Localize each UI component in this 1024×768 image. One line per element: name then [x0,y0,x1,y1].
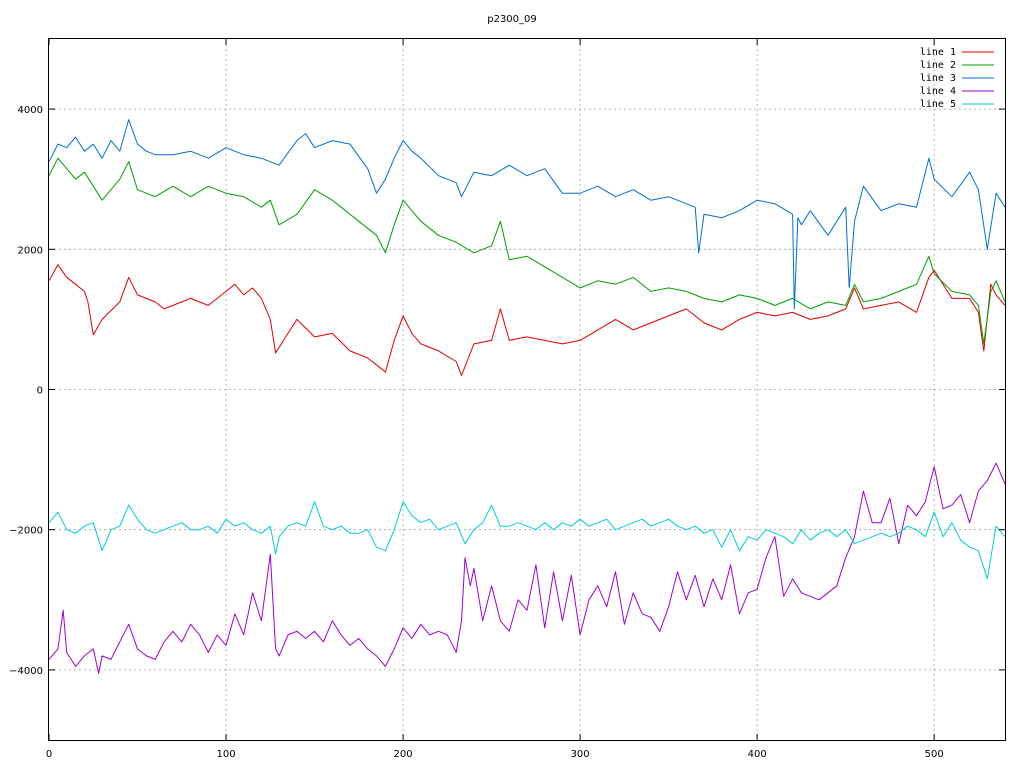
legend-label: line 4 [920,86,956,97]
series-line-1 [48,264,1006,376]
legend: line 1 line 2 line 3 line 4 line 5 [920,47,994,110]
series-line-5 [48,501,1006,580]
series-line-4 [48,462,1006,674]
x-tick-label: 100 [216,749,235,760]
legend-label: line 1 [920,47,956,58]
series-line-3 [48,119,1006,310]
series-line-2 [48,157,1006,345]
grid [49,39,1005,740]
series-group [48,119,1006,674]
x-tick-label: 200 [394,749,413,760]
legend-label: line 3 [920,73,956,84]
x-tick-label: 300 [571,749,590,760]
legend-label: line 2 [920,60,956,71]
y-tick-label: 4000 [18,105,43,116]
y-tick-label: 2000 [18,245,43,256]
x-tick-label: 0 [46,749,52,760]
y-tick-label: 0 [37,386,43,397]
x-tick-label: 400 [748,749,767,760]
y-tick-label: −4000 [9,666,43,677]
axis-ticks: 0 100 200 300 400 500 −4000 −2000 0 2000 4000 [9,39,1005,760]
plot-frame [48,38,1006,741]
y-tick-label: −2000 [9,526,43,537]
legend-label: line 5 [920,99,956,110]
chart-title: p2300_09 [487,14,537,25]
x-tick-label: 500 [925,749,944,760]
